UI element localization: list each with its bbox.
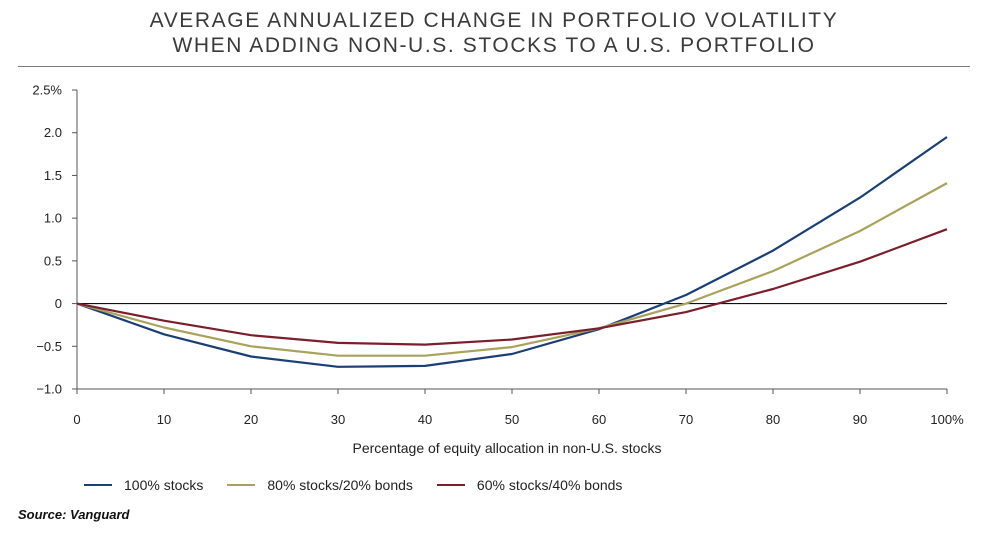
- legend-item-2: 80% stocks/20% bonds: [227, 477, 413, 493]
- series-line-2: [76, 182, 948, 357]
- x-tick-label: 10: [157, 412, 171, 427]
- chart-title-line-2: WHEN ADDING NON-U.S. STOCKS TO A U.S. PO…: [172, 34, 816, 57]
- x-tick-label: 70: [679, 412, 693, 427]
- x-tick-label: 100%: [930, 412, 964, 427]
- x-tick-label: 60: [592, 412, 606, 427]
- x-axis-label: Percentage of equity allocation in non-U…: [353, 440, 662, 456]
- x-tick-label: 40: [418, 412, 432, 427]
- legend-label: 100% stocks: [124, 477, 204, 493]
- x-tick-label: 0: [73, 412, 80, 427]
- legend-swatch: [84, 484, 112, 486]
- chart-title: AVERAGE ANNUALIZED CHANGE IN PORTFOLIO V…: [0, 8, 988, 58]
- y-tick-label: 2.5%: [32, 83, 62, 98]
- legend-swatch: [436, 484, 465, 486]
- x-tick-label: 50: [505, 412, 519, 427]
- chart-legend: 100% stocks 80% stocks/20% bonds 60% stock…: [84, 473, 646, 493]
- series-line-1: [76, 136, 948, 368]
- chart-title-line-1: AVERAGE ANNUALIZED CHANGE IN PORTFOLIO V…: [149, 9, 839, 32]
- x-tick-label: 80: [766, 412, 780, 427]
- legend-label: 80% stocks/20% bonds: [267, 477, 413, 493]
- title-divider: [18, 66, 970, 67]
- x-tick-label: 20: [244, 412, 258, 427]
- x-tick-label: 90: [853, 412, 867, 427]
- legend-item-1: 100% stocks: [84, 477, 203, 493]
- y-tick-label: 1.0: [44, 211, 62, 226]
- y-tick-label: 0.5: [44, 253, 62, 268]
- source-note: Source: Vanguard: [18, 507, 130, 522]
- y-tick-label: 1.5: [44, 168, 62, 183]
- series-line-3: [76, 228, 948, 346]
- y-tick-label: −1.0: [36, 382, 62, 397]
- legend-label: 60% stocks/40% bonds: [476, 477, 623, 493]
- legend-swatch: [227, 484, 256, 486]
- legend-item-3: 60% stocks/40% bonds: [436, 477, 623, 493]
- x-tick-label: 30: [331, 412, 345, 427]
- y-tick-label: −0.5: [36, 339, 62, 354]
- y-tick-label: 0: [55, 296, 62, 311]
- y-tick-label: 2.0: [44, 125, 62, 140]
